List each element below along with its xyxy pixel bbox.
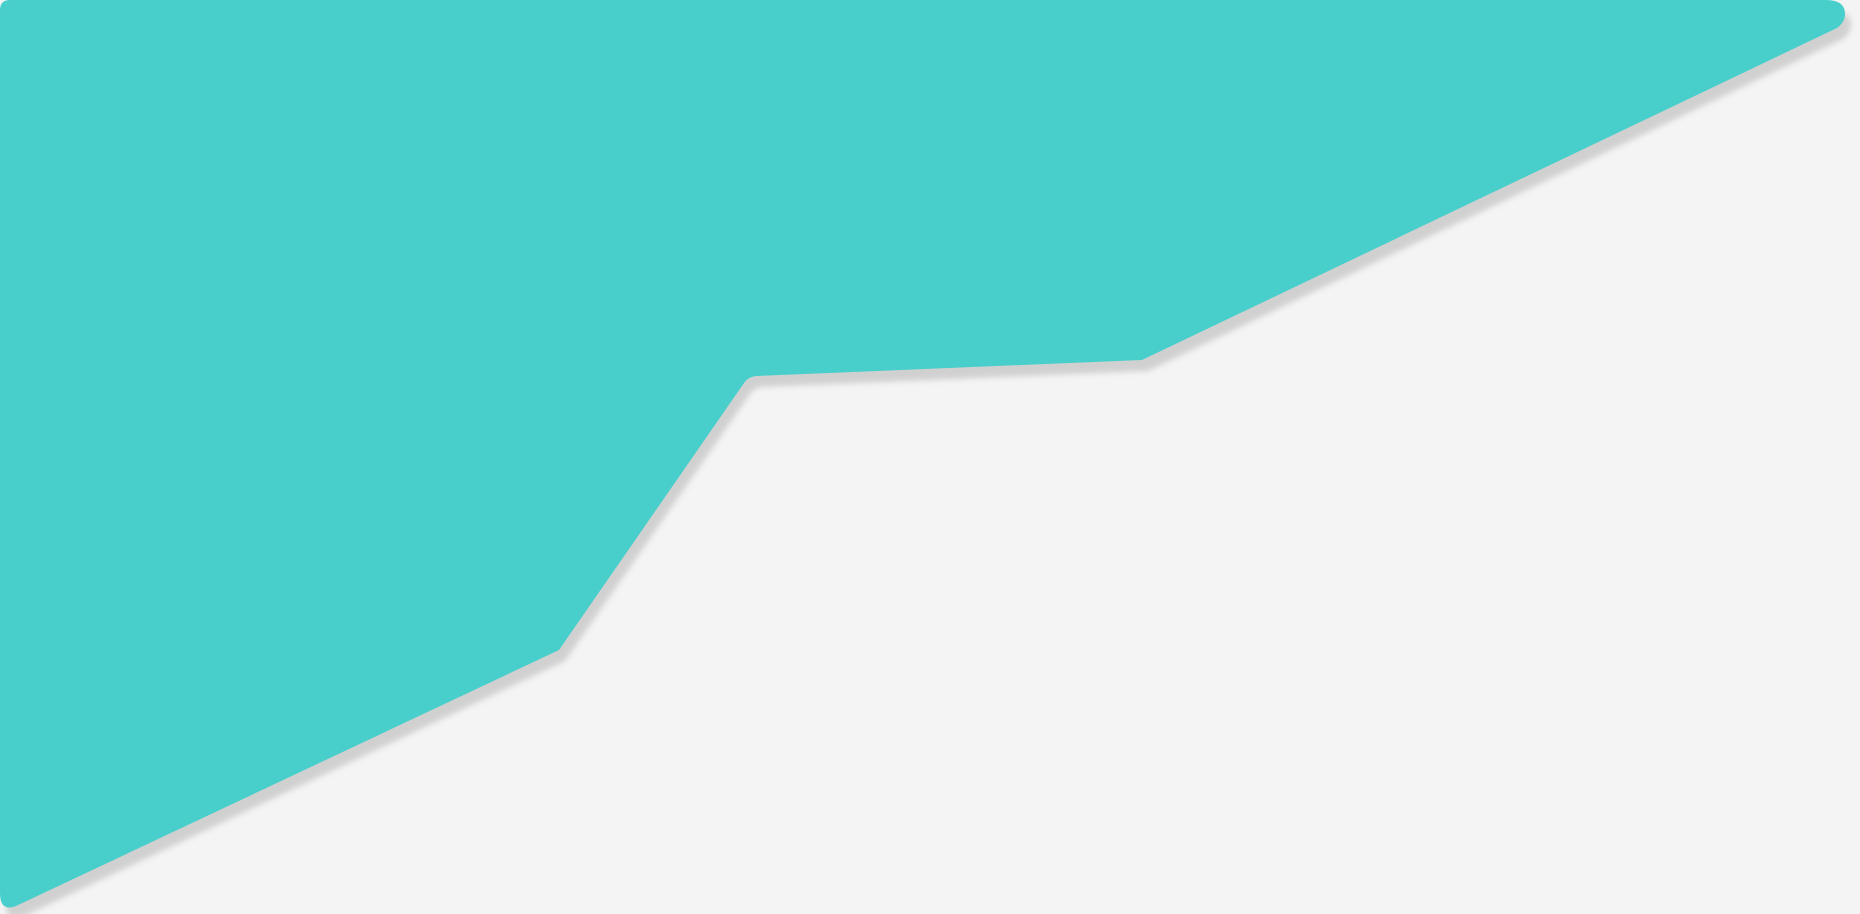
canvas	[0, 0, 1851, 914]
teal-polygon-shape	[0, 0, 1845, 908]
background-shape-graphic	[0, 0, 1851, 914]
